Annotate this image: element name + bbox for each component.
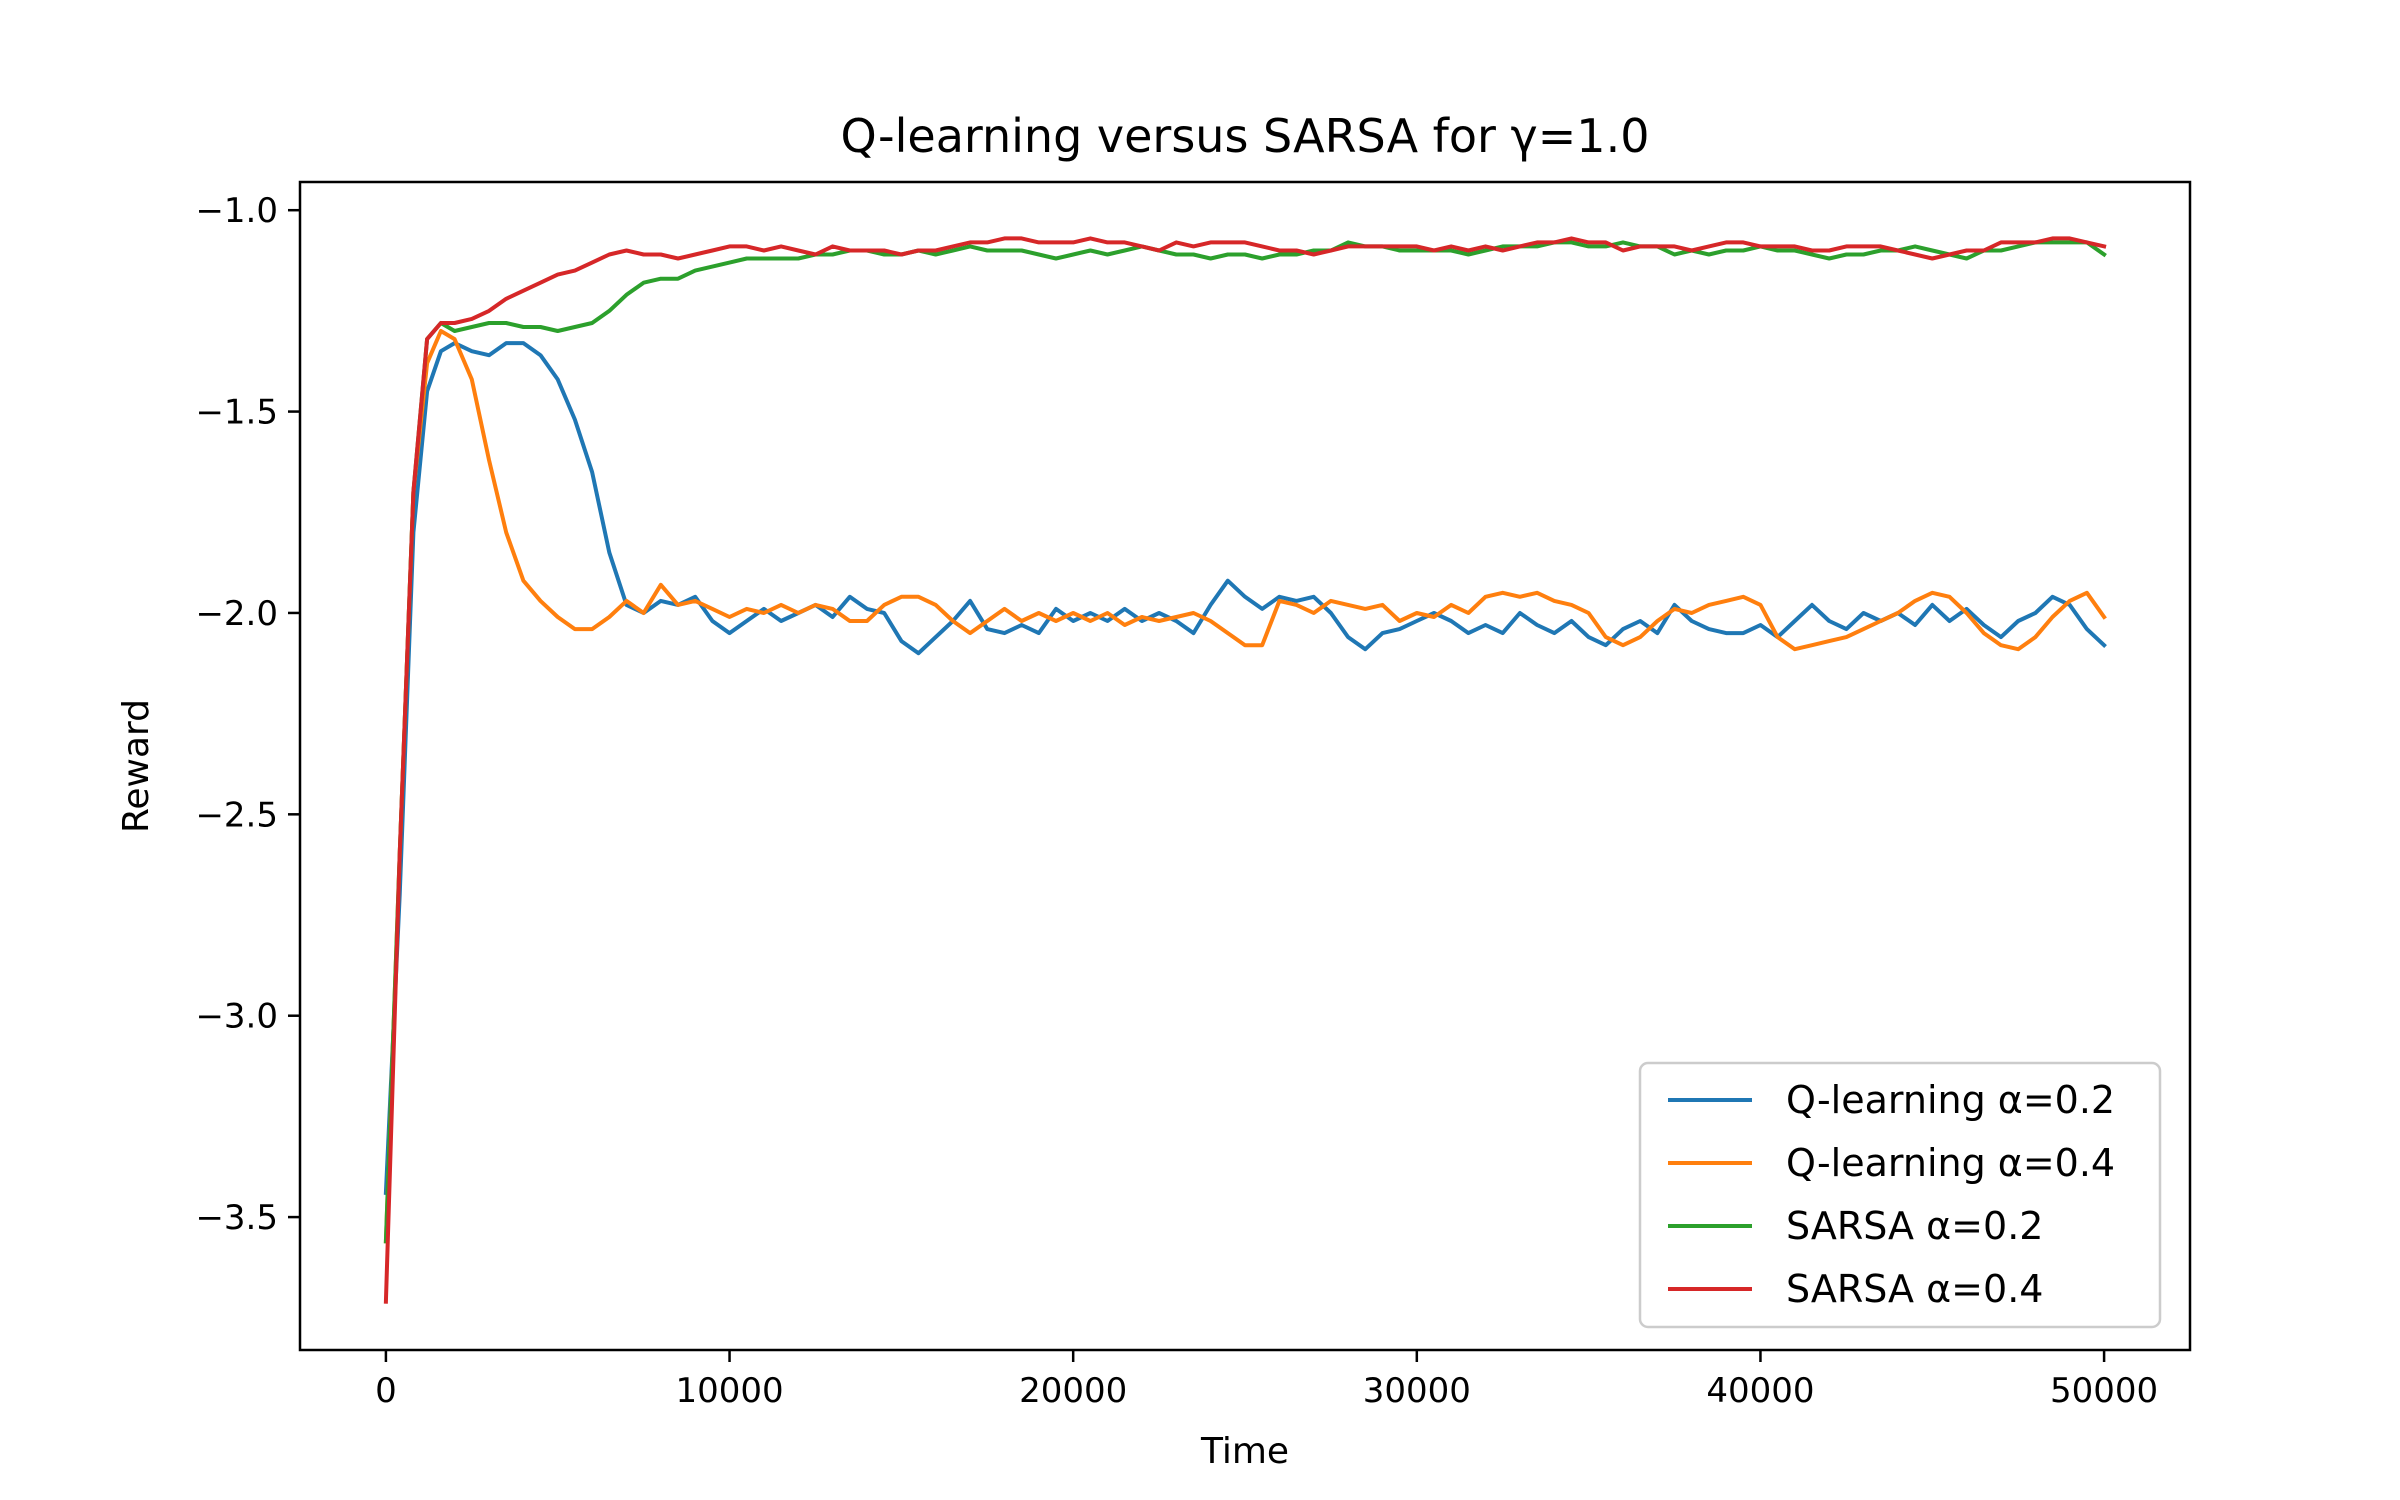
legend-label-3: SARSA α=0.2 — [1786, 1204, 2043, 1248]
x-tick-label: 30000 — [1363, 1371, 1471, 1411]
legend-box — [1638, 1061, 2162, 1329]
legend-label-2: Q-learning α=0.4 — [1786, 1141, 2115, 1185]
x-axis: 0 10000 20000 30000 40000 50000 — [375, 1350, 2158, 1411]
legend-label-4: SARSA α=0.4 — [1786, 1267, 2043, 1311]
legend-label-1: Q-learning α=0.2 — [1786, 1078, 2115, 1122]
y-tick-label: −1.5 — [195, 393, 278, 433]
y-tick-label: −3.0 — [195, 997, 278, 1037]
x-tick-label: 20000 — [1019, 1371, 1127, 1411]
y-tick-label: −3.5 — [195, 1198, 278, 1238]
x-tick-label: 40000 — [1706, 1371, 1814, 1411]
series-line-1 — [383, 341, 2107, 1195]
series-layer — [383, 236, 2107, 1304]
legend: Q-learning α=0.2 Q-learning α=0.4 SARSA α=… — [1638, 1061, 2162, 1329]
plot-frame — [298, 180, 2192, 1352]
chart-title: Q-learning versus SARSA for γ=1.0 — [841, 109, 1650, 163]
series-line-3 — [383, 240, 2107, 1244]
x-axis-label: Time — [1200, 1431, 1289, 1472]
y-tick-label: −1.0 — [195, 191, 278, 231]
x-tick-label: 10000 — [675, 1371, 783, 1411]
x-tick-label: 0 — [375, 1371, 397, 1411]
series-line-4 — [383, 236, 2107, 1304]
series-line-2 — [383, 329, 2107, 1244]
y-axis: −1.0 −1.5 −2.0 −2.5 −3.0 −3.5 — [195, 191, 300, 1238]
y-tick-label: −2.5 — [195, 795, 278, 835]
y-tick-label: −2.0 — [195, 594, 278, 634]
x-tick-label: 50000 — [2050, 1371, 2158, 1411]
y-axis-label: Reward — [116, 699, 157, 833]
